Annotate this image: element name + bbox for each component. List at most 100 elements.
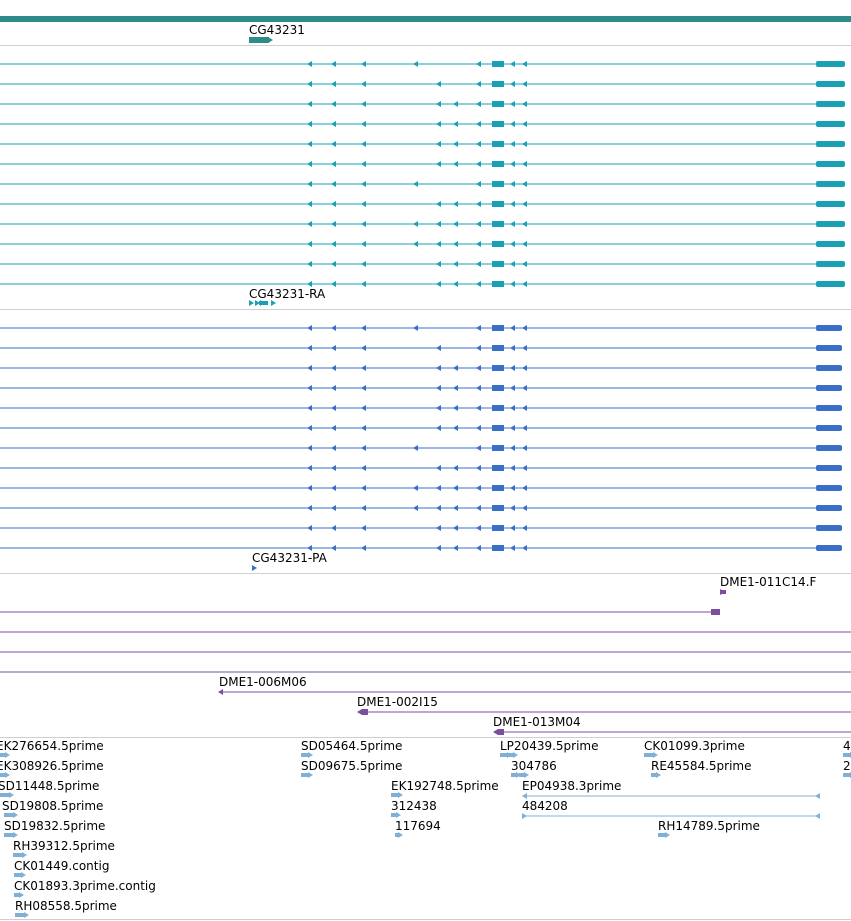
est-label[interactable]: EK308926.5prime — [0, 759, 104, 773]
transcript-exon[interactable] — [436, 141, 441, 147]
transcript-exon[interactable] — [307, 61, 312, 67]
protein-exon[interactable] — [331, 385, 336, 391]
transcript-exon[interactable] — [331, 141, 336, 147]
transcript-exon[interactable] — [522, 261, 527, 267]
transcript-exon[interactable] — [361, 161, 366, 167]
est-glyph[interactable] — [391, 793, 399, 797]
protein-coding-block[interactable] — [492, 465, 504, 471]
transcript-exon[interactable] — [361, 281, 366, 287]
protein-coding-block[interactable] — [492, 485, 504, 491]
est-glyph[interactable] — [651, 773, 657, 777]
transcript-exon[interactable] — [361, 61, 366, 67]
est-label[interactable]: SD09675.5prime — [301, 759, 403, 773]
protein-utr-block[interactable] — [816, 325, 842, 331]
transcript-exon[interactable] — [331, 201, 336, 207]
est-label[interactable]: CK01099.3prime — [644, 739, 745, 753]
protein-glyph[interactable] — [252, 565, 257, 571]
transcript-exon[interactable] — [331, 181, 336, 187]
transcript-exon[interactable] — [436, 201, 441, 207]
transcript-exon[interactable] — [413, 61, 418, 67]
protein-exon[interactable] — [522, 525, 527, 531]
est-glyph[interactable] — [500, 753, 508, 757]
protein-exon[interactable] — [510, 325, 515, 331]
est-label[interactable]: 304786 — [511, 759, 557, 773]
est-glyph-arrow[interactable] — [513, 752, 518, 758]
protein-exon[interactable] — [453, 525, 458, 531]
transcript-exon[interactable] — [413, 181, 418, 187]
est-label[interactable]: 2 — [843, 759, 851, 773]
clone-glyph[interactable] — [720, 590, 726, 594]
est-glyph-arrow[interactable] — [398, 832, 403, 838]
transcript-exon[interactable] — [476, 241, 481, 247]
protein-exon[interactable] — [413, 485, 418, 491]
transcript-coding-block[interactable] — [492, 61, 504, 67]
transcript-exon[interactable] — [436, 121, 441, 127]
transcript-exon[interactable] — [413, 221, 418, 227]
est-glyph[interactable] — [301, 773, 309, 777]
protein-coding-block[interactable] — [492, 345, 504, 351]
protein-exon[interactable] — [436, 385, 441, 391]
transcript-exon[interactable] — [453, 221, 458, 227]
protein-coding-block[interactable] — [492, 545, 504, 551]
clone-end-block[interactable] — [498, 729, 504, 735]
protein-exon[interactable] — [436, 465, 441, 471]
est-label[interactable]: 117694 — [395, 819, 441, 833]
transcript-utr-block[interactable] — [816, 201, 845, 207]
clone-start-arrow[interactable] — [493, 729, 498, 735]
protein-exon[interactable] — [307, 545, 312, 551]
protein-exon[interactable] — [510, 385, 515, 391]
transcript-exon[interactable] — [522, 181, 527, 187]
protein-exon[interactable] — [476, 405, 481, 411]
protein-exon[interactable] — [476, 485, 481, 491]
protein-exon[interactable] — [307, 445, 312, 451]
protein-utr-block[interactable] — [816, 465, 842, 471]
est-glyph[interactable] — [14, 893, 20, 897]
est-glyph[interactable] — [519, 773, 525, 777]
protein-exon[interactable] — [453, 365, 458, 371]
est-glyph-arrow[interactable] — [396, 812, 401, 818]
est-glyph[interactable] — [843, 773, 851, 777]
transcript-exon[interactable] — [436, 81, 441, 87]
transcript-exon[interactable] — [436, 281, 441, 287]
protein-coding-block[interactable] — [492, 445, 504, 451]
transcript-glyph[interactable] — [259, 301, 268, 305]
transcript-utr-block[interactable] — [816, 61, 845, 67]
protein-exon[interactable] — [331, 325, 336, 331]
est-label[interactable]: SD19808.5prime — [2, 799, 104, 813]
transcript-exon[interactable] — [307, 241, 312, 247]
est-glyph[interactable] — [4, 833, 14, 837]
transcript-exon[interactable] — [510, 221, 515, 227]
transcript-exon[interactable] — [476, 121, 481, 127]
protein-exon[interactable] — [331, 505, 336, 511]
transcript-exon[interactable] — [436, 241, 441, 247]
est-label[interactable]: RH14789.5prime — [658, 819, 760, 833]
protein-exon[interactable] — [361, 365, 366, 371]
protein-exon[interactable] — [331, 345, 336, 351]
protein-exon[interactable] — [361, 345, 366, 351]
protein-exon[interactable] — [510, 425, 515, 431]
transcript-exon[interactable] — [453, 281, 458, 287]
est-label[interactable]: 484208 — [522, 799, 568, 813]
est-label[interactable]: EP04938.3prime — [522, 779, 622, 793]
transcript-exon[interactable] — [436, 161, 441, 167]
transcript-exon[interactable] — [510, 241, 515, 247]
transcript-exon[interactable] — [522, 221, 527, 227]
protein-utr-block[interactable] — [816, 405, 842, 411]
transcript-exon[interactable] — [361, 241, 366, 247]
transcript-exon[interactable] — [331, 221, 336, 227]
transcript-exon[interactable] — [331, 101, 336, 107]
est-glyph-arrow[interactable] — [516, 772, 521, 778]
transcript-exon[interactable] — [331, 161, 336, 167]
gene-bar[interactable] — [0, 16, 851, 22]
protein-utr-block[interactable] — [816, 445, 842, 451]
transcript-exon[interactable] — [510, 181, 515, 187]
protein-exon[interactable] — [331, 525, 336, 531]
transcript-exon[interactable] — [307, 161, 312, 167]
protein-exon[interactable] — [476, 365, 481, 371]
protein-coding-block[interactable] — [492, 525, 504, 531]
transcript-exon[interactable] — [522, 61, 527, 67]
protein-exon[interactable] — [522, 325, 527, 331]
transcript-exon[interactable] — [476, 161, 481, 167]
protein-exon[interactable] — [522, 545, 527, 551]
transcript-exon[interactable] — [307, 101, 312, 107]
